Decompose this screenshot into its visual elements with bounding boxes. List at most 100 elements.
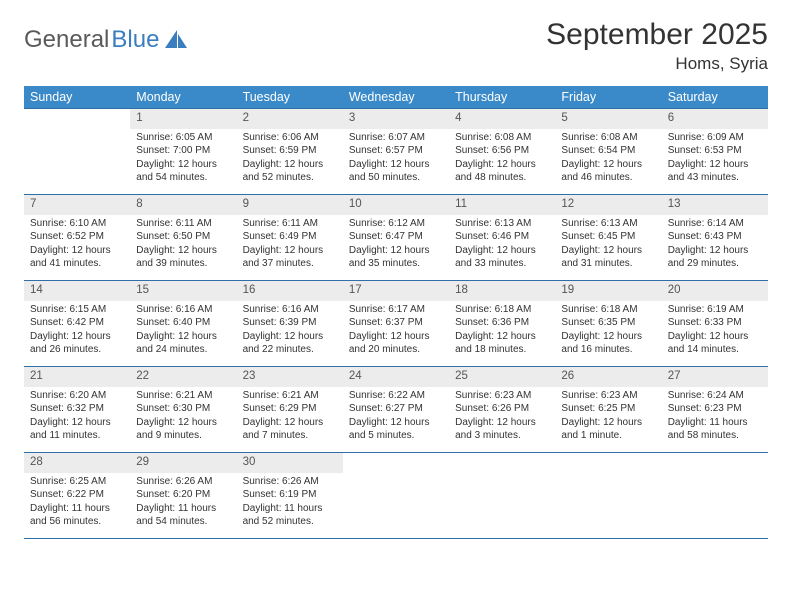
daylight-text: Daylight: 12 hours and 3 minutes.: [455, 416, 549, 443]
daylight-text: Daylight: 12 hours and 20 minutes.: [349, 330, 443, 357]
daylight-text: Daylight: 12 hours and 43 minutes.: [668, 158, 762, 185]
sunrise-text: Sunrise: 6:15 AM: [30, 303, 124, 317]
calendar-cell: 2Sunrise: 6:06 AMSunset: 6:59 PMDaylight…: [237, 109, 343, 195]
daylight-text: Daylight: 12 hours and 48 minutes.: [455, 158, 549, 185]
calendar-cell: 3Sunrise: 6:07 AMSunset: 6:57 PMDaylight…: [343, 109, 449, 195]
sunrise-text: Sunrise: 6:10 AM: [30, 217, 124, 231]
day-number: 23: [237, 367, 343, 387]
sunrise-text: Sunrise: 6:07 AM: [349, 131, 443, 145]
calendar-cell: 15Sunrise: 6:16 AMSunset: 6:40 PMDayligh…: [130, 281, 236, 367]
daylight-text: Daylight: 12 hours and 14 minutes.: [668, 330, 762, 357]
daylight-text: Daylight: 12 hours and 31 minutes.: [561, 244, 655, 271]
calendar-cell: 4Sunrise: 6:08 AMSunset: 6:56 PMDaylight…: [449, 109, 555, 195]
daylight-text: Daylight: 12 hours and 35 minutes.: [349, 244, 443, 271]
sunset-text: Sunset: 6:19 PM: [243, 488, 337, 502]
sunrise-text: Sunrise: 6:13 AM: [455, 217, 549, 231]
daylight-text: Daylight: 11 hours and 56 minutes.: [30, 502, 124, 529]
day-number: 29: [130, 453, 236, 473]
calendar-cell: 23 Sunrise: 6:21 AMSunset: 6:29 PMDayligh…: [237, 367, 343, 453]
day-number: 30: [237, 453, 343, 473]
sunrise-text: Sunrise: 6:05 AM: [136, 131, 230, 145]
calendar-cell: 24Sunrise: 6:22 AMSunset: 6:27 PMDayligh…: [343, 367, 449, 453]
daylight-text: Daylight: 12 hours and 11 minutes.: [30, 416, 124, 443]
sunset-text: Sunset: 6:30 PM: [136, 402, 230, 416]
sunrise-text: Sunrise: 6:11 AM: [243, 217, 337, 231]
calendar-cell: 29Sunrise: 6:26 AMSunset: 6:20 PMDayligh…: [130, 453, 236, 539]
logo-text-2: Blue: [111, 26, 159, 54]
sunrise-text: Sunrise: 6:06 AM: [243, 131, 337, 145]
sunrise-text: Sunrise: 6:18 AM: [455, 303, 549, 317]
calendar-row: 28Sunrise: 6:25 AMSunset: 6:22 PMDayligh…: [24, 453, 768, 539]
day-details: Sunrise: 6:12 AMSunset: 6:47 PMDaylight:…: [343, 215, 449, 275]
day-number: 5: [555, 109, 661, 129]
calendar-cell: 26Sunrise: 6:23 AMSunset: 6:25 PMDayligh…: [555, 367, 661, 453]
sunset-text: Sunset: 6:32 PM: [30, 402, 124, 416]
calendar-row: 14Sunrise: 6:15 AMSunset: 6:42 PMDayligh…: [24, 281, 768, 367]
daylight-text: Daylight: 12 hours and 37 minutes.: [243, 244, 337, 271]
day-number: 10: [343, 195, 449, 215]
header: GeneralBlue September 2025 Homs, Syria: [24, 18, 768, 74]
sunrise-text: Sunrise: 6:08 AM: [561, 131, 655, 145]
weekday-header-row: Sunday Monday Tuesday Wednesday Thursday…: [24, 86, 768, 109]
day-details: Sunrise: 6:23 AMSunset: 6:25 PMDaylight:…: [555, 387, 661, 447]
sunrise-text: Sunrise: 6:14 AM: [668, 217, 762, 231]
logo-text-1: General: [24, 26, 109, 54]
sunset-text: Sunset: 6:50 PM: [136, 230, 230, 244]
day-number: 17: [343, 281, 449, 301]
day-details: Sunrise: 6:15 AMSunset: 6:42 PMDaylight:…: [24, 301, 130, 361]
daylight-text: Daylight: 12 hours and 46 minutes.: [561, 158, 655, 185]
daylight-text: Daylight: 12 hours and 1 minute.: [561, 416, 655, 443]
sunrise-text: Sunrise: 6:26 AM: [136, 475, 230, 489]
calendar-cell: 22Sunrise: 6:21 AMSunset: 6:30 PMDayligh…: [130, 367, 236, 453]
day-number: 1: [130, 109, 236, 129]
sunrise-text: Sunrise: 6:19 AM: [668, 303, 762, 317]
calendar-cell: 16Sunrise: 6:16 AMSunset: 6:39 PMDayligh…: [237, 281, 343, 367]
weekday-header: Monday: [130, 86, 236, 109]
day-details: Sunrise: 6:26 AMSunset: 6:20 PMDaylight:…: [130, 473, 236, 533]
sunset-text: Sunset: 6:27 PM: [349, 402, 443, 416]
daylight-text: Daylight: 12 hours and 29 minutes.: [668, 244, 762, 271]
daylight-text: Daylight: 12 hours and 22 minutes.: [243, 330, 337, 357]
day-details: Sunrise: 6:08 AMSunset: 6:54 PMDaylight:…: [555, 129, 661, 189]
sunrise-text: Sunrise: 6:21 AM: [243, 389, 337, 403]
sunset-text: Sunset: 6:54 PM: [561, 144, 655, 158]
logo: GeneralBlue: [24, 18, 189, 54]
day-details: Sunrise: 6:16 AMSunset: 6:39 PMDaylight:…: [237, 301, 343, 361]
calendar-cell: [449, 453, 555, 539]
day-number: 14: [24, 281, 130, 301]
sunrise-text: Sunrise: 6:16 AM: [243, 303, 337, 317]
sunrise-text: Sunrise: 6:09 AM: [668, 131, 762, 145]
sunset-text: Sunset: 6:35 PM: [561, 316, 655, 330]
calendar-cell: 12Sunrise: 6:13 AMSunset: 6:45 PMDayligh…: [555, 195, 661, 281]
daylight-text: Daylight: 12 hours and 7 minutes.: [243, 416, 337, 443]
daylight-text: Daylight: 12 hours and 33 minutes.: [455, 244, 549, 271]
daylight-text: Daylight: 12 hours and 9 minutes.: [136, 416, 230, 443]
calendar-row: 7Sunrise: 6:10 AMSunset: 6:52 PMDaylight…: [24, 195, 768, 281]
day-number: 26: [555, 367, 661, 387]
sunset-text: Sunset: 6:56 PM: [455, 144, 549, 158]
day-number: 3: [343, 109, 449, 129]
sunrise-text: Sunrise: 6:18 AM: [561, 303, 655, 317]
sunset-text: Sunset: 6:52 PM: [30, 230, 124, 244]
calendar-cell: 30Sunrise: 6:26 AMSunset: 6:19 PMDayligh…: [237, 453, 343, 539]
sunset-text: Sunset: 6:29 PM: [243, 402, 337, 416]
calendar-cell: 18Sunrise: 6:18 AMSunset: 6:36 PMDayligh…: [449, 281, 555, 367]
calendar-cell: [343, 453, 449, 539]
sunset-text: Sunset: 6:25 PM: [561, 402, 655, 416]
calendar-cell: 13Sunrise: 6:14 AMSunset: 6:43 PMDayligh…: [662, 195, 768, 281]
calendar-cell: 6Sunrise: 6:09 AMSunset: 6:53 PMDaylight…: [662, 109, 768, 195]
day-number: 8: [130, 195, 236, 215]
day-number: 13: [662, 195, 768, 215]
daylight-text: Daylight: 11 hours and 58 minutes.: [668, 416, 762, 443]
calendar-row: 1Sunrise: 6:05 AMSunset: 7:00 PMDaylight…: [24, 109, 768, 195]
day-number: 27: [662, 367, 768, 387]
day-details: Sunrise: 6:24 AMSunset: 6:23 PMDaylight:…: [662, 387, 768, 447]
day-number: 28: [24, 453, 130, 473]
sunset-text: Sunset: 6:59 PM: [243, 144, 337, 158]
day-details: Sunrise: 6:06 AMSunset: 6:59 PMDaylight:…: [237, 129, 343, 189]
day-number: 16: [237, 281, 343, 301]
sunset-text: Sunset: 6:26 PM: [455, 402, 549, 416]
daylight-text: Daylight: 12 hours and 41 minutes.: [30, 244, 124, 271]
day-details: Sunrise: 6:11 AMSunset: 6:49 PMDaylight:…: [237, 215, 343, 275]
sunset-text: Sunset: 6:36 PM: [455, 316, 549, 330]
